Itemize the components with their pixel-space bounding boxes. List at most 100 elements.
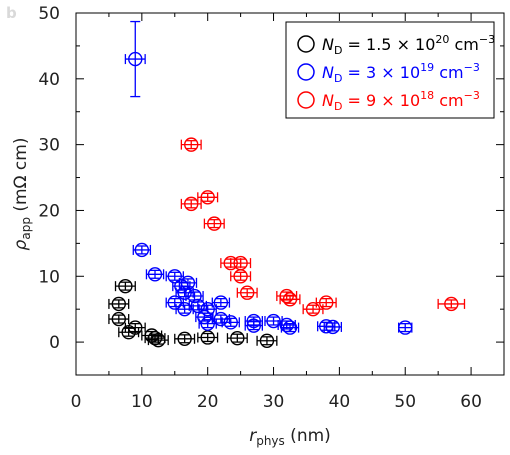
data-marker [177,331,192,346]
legend-marker [297,35,315,53]
data-point [230,255,252,271]
data-point [114,278,136,294]
legend-unit: cm [449,35,478,54]
data-marker [128,51,143,67]
data-marker [184,137,199,152]
data-marker [200,330,215,345]
data-point [180,196,202,212]
data-marker [444,296,459,312]
data-point [175,301,194,317]
legend-marker [297,91,315,109]
data-point [165,269,184,284]
y-tick-label: 0 [49,333,60,353]
legend-value: = 3 × 10 [342,63,420,82]
data-marker [266,313,281,329]
data-point [280,320,300,335]
data-marker [325,319,340,335]
data-point [221,315,240,330]
data-marker [184,196,199,212]
data-point [437,296,466,312]
data-marker [246,318,261,333]
y-axis-label-symbol: ρ [11,239,31,250]
x-tick-label: 0 [71,392,82,412]
data-markers [108,20,466,348]
data-marker [282,320,298,335]
data-marker [151,332,166,348]
legend-unit: cm [434,91,463,110]
data-marker [223,315,238,330]
data-marker [190,298,206,314]
data-point [256,333,278,348]
data-point [124,20,146,98]
panel-label: b [6,4,17,22]
legend-marker [297,63,315,81]
data-point [211,311,231,327]
data-marker [230,330,245,346]
legend-exponent: 18 [420,89,434,102]
legend-exponent: 19 [420,61,434,74]
legend-unit-exponent: −3 [464,61,480,74]
legend-subscript: D [334,72,342,85]
data-point [279,292,301,307]
data-marker [200,190,215,205]
data-point [264,313,283,329]
data-marker [200,301,215,317]
x-axis-label-unit: (nm) [285,426,331,446]
data-marker [233,255,248,271]
data-marker [282,292,298,307]
x-axis-label-symbol: r [249,426,257,446]
data-point [108,296,130,312]
data-marker [111,296,127,312]
legend-symbol: N [322,91,334,110]
x-tick-label: 20 [197,392,219,412]
legend-box [285,21,495,119]
legend-entry: ND = 1.5 × 1020 cm−3 [322,33,495,57]
data-point [108,311,130,327]
data-marker [167,269,182,284]
y-axis-label-unit: (mΩ cm) [11,138,31,218]
data-marker [213,311,229,327]
data-point [180,137,202,152]
x-tick-label: 50 [394,392,416,412]
data-point [226,330,248,346]
axes: 0 10 20 30 40 50 60 0 10 20 30 40 50 rphys (nm) ρapp (… [11,4,505,448]
data-point [185,288,204,304]
data-point [124,320,146,335]
data-point [145,267,165,282]
legend-subscript: D [334,44,342,57]
data-marker [128,320,143,335]
y-tick-label: 20 [38,201,60,221]
data-marker [398,320,413,335]
legend-value: = 9 × 10 [342,91,420,110]
data-marker [259,333,275,348]
data-point [132,242,152,258]
legend-entry: ND = 3 × 1019 cm−3 [322,61,480,85]
legend-subscript: D [334,100,342,113]
legend-entry: ND = 9 × 1018 cm−3 [322,89,480,113]
legend-symbol: N [322,63,334,82]
x-tick-label: 10 [131,392,153,412]
legend-unit-exponent: −3 [479,33,495,46]
legend-exponent: 20 [435,33,449,46]
x-axis-label: rphys (nm) [249,426,331,448]
data-marker [213,295,229,310]
data-marker [118,278,133,294]
x-tick-label: 40 [329,392,351,412]
data-point [397,320,413,335]
data-marker [305,301,321,317]
y-tick-label: 40 [38,70,60,90]
data-point [198,316,217,331]
data-point [197,190,219,205]
data-point [188,298,208,314]
data-point [211,295,231,310]
data-marker [239,285,255,300]
legend-symbol: N [322,35,334,54]
data-marker [111,311,127,327]
data-marker [233,269,248,284]
data-point [323,319,343,335]
data-marker [177,285,192,300]
data-point [244,318,263,333]
data-point [147,332,169,348]
